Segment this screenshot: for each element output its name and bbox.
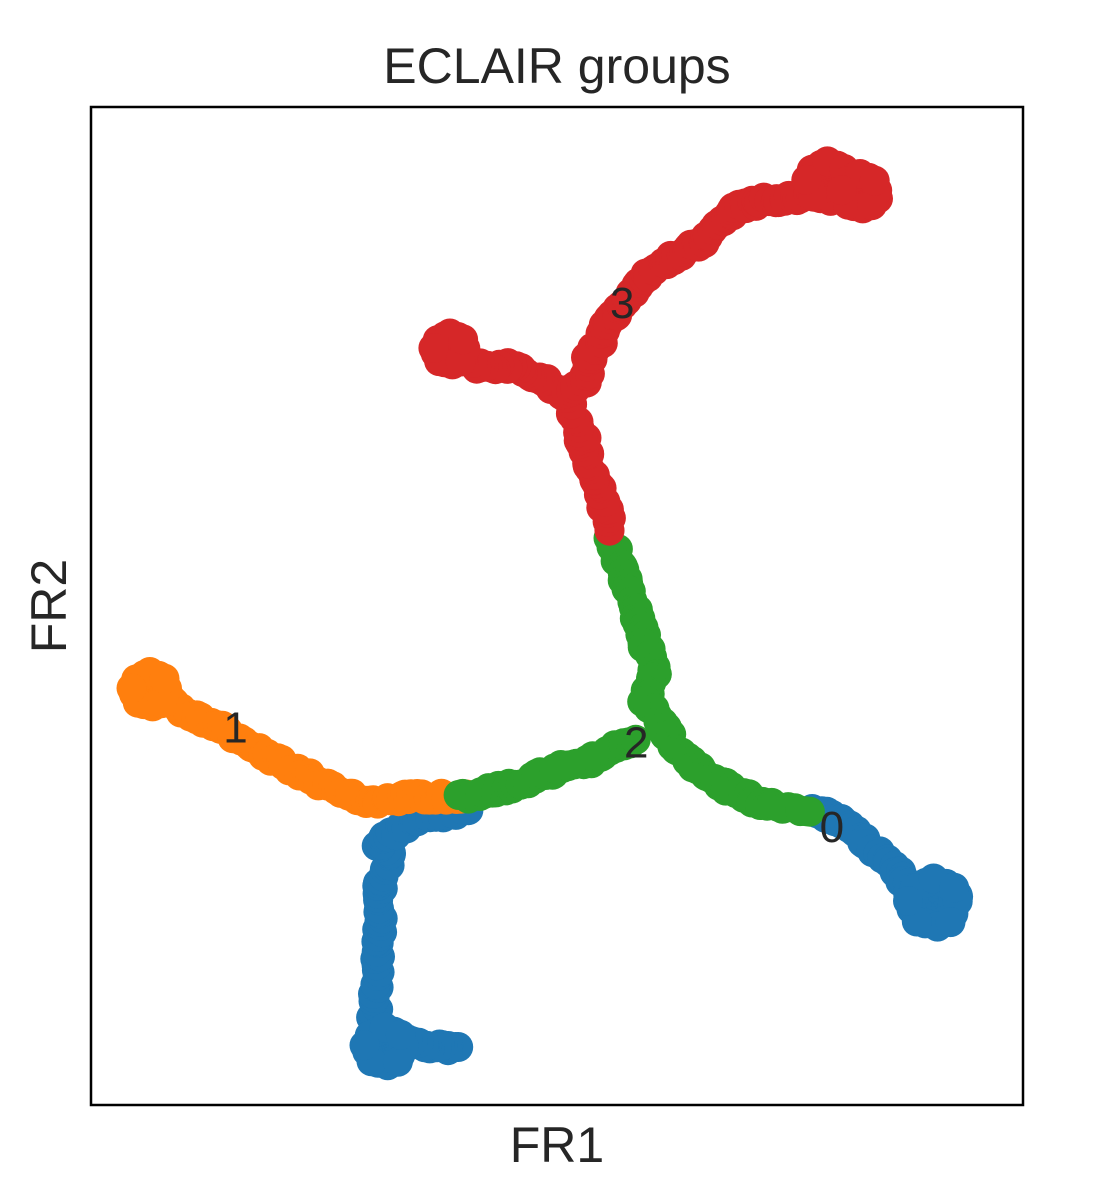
cluster-3-point <box>859 165 890 196</box>
cluster-1-point <box>116 673 147 704</box>
cluster-3-point <box>445 346 476 377</box>
cluster-1-point <box>146 688 177 719</box>
cluster-label-3: 3 <box>610 279 634 328</box>
cluster-3-point <box>826 175 857 206</box>
cluster-3-point <box>448 324 479 355</box>
cluster-2-point <box>794 796 825 827</box>
cluster-3-points <box>418 146 893 546</box>
plot-area <box>116 146 974 1081</box>
cluster-2-points <box>443 523 825 827</box>
cluster-0-point <box>893 886 923 916</box>
y-axis-label: FR2 <box>21 559 77 653</box>
cluster-0-point <box>385 1019 416 1050</box>
cluster-0-point <box>349 1030 380 1061</box>
cluster-label-2: 2 <box>624 718 648 767</box>
cluster-3-point <box>791 164 822 195</box>
cluster-label-1: 1 <box>223 703 247 752</box>
chart-title: ECLAIR groups <box>383 38 730 94</box>
plot-frame <box>89 105 1025 1107</box>
cluster-3-point <box>857 190 887 221</box>
cluster-labels: 0 1 2 3 <box>223 279 844 852</box>
cluster-3-point <box>418 333 449 363</box>
cluster-0-points <box>349 794 974 1081</box>
cluster-0-point <box>382 1046 413 1077</box>
cluster-2-point <box>620 724 651 755</box>
x-axis-label: FR1 <box>510 1117 604 1173</box>
cluster-1-point <box>149 663 180 694</box>
cluster-0-point <box>939 872 970 903</box>
cluster-0-point <box>935 907 966 938</box>
cluster-1-points <box>116 657 482 819</box>
cluster-label-0: 0 <box>820 803 844 852</box>
